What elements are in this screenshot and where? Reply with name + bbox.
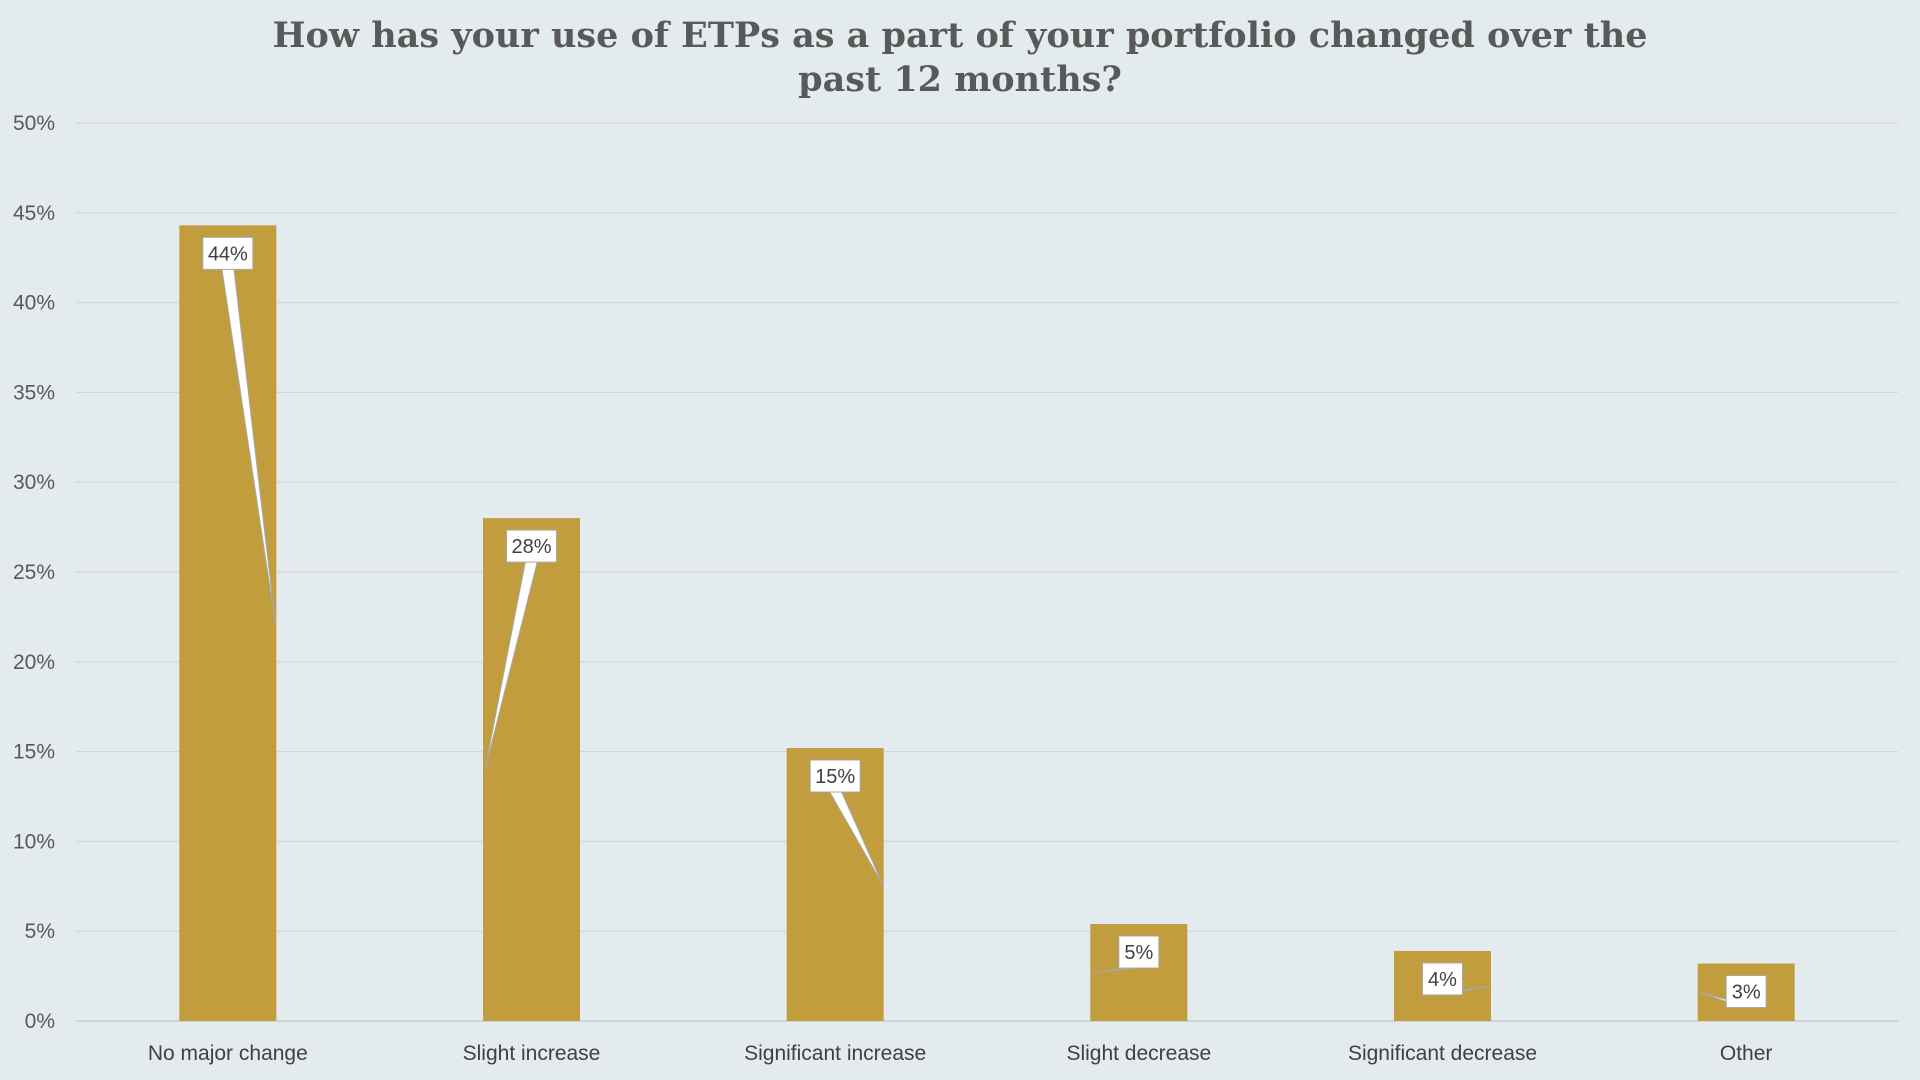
data-label-box xyxy=(809,759,861,793)
y-tick-label: 25% xyxy=(13,561,55,584)
y-tick-label: 20% xyxy=(13,651,55,674)
x-category-label: Significant decrease xyxy=(1348,1042,1537,1065)
data-label-text: 5% xyxy=(1124,942,1153,964)
data-label-text: 28% xyxy=(511,536,551,558)
data-label-box xyxy=(506,529,557,563)
y-tick-label: 45% xyxy=(13,202,55,225)
y-tick-label: 5% xyxy=(25,920,55,943)
data-label: 4% xyxy=(1422,962,1491,996)
x-category-label: Significant increase xyxy=(744,1042,926,1065)
x-category-label: Other xyxy=(1720,1042,1773,1065)
data-label-text: 44% xyxy=(208,243,248,265)
data-label: 3% xyxy=(1699,975,1767,1009)
data-label-box xyxy=(1725,975,1767,1009)
data-labels: 44% 28% 15% 5% 4% 3% xyxy=(202,236,1767,1009)
data-label-text: 3% xyxy=(1732,982,1761,1004)
y-tick-label: 30% xyxy=(13,471,55,494)
data-label: 5% xyxy=(1092,935,1160,974)
data-label: 15% xyxy=(809,759,884,885)
data-label-box xyxy=(1118,935,1160,969)
y-tick-label: 15% xyxy=(13,741,55,764)
data-label: 28% xyxy=(484,529,557,770)
bars xyxy=(179,225,1795,1021)
y-tick-label: 40% xyxy=(13,292,55,315)
data-label-box xyxy=(202,236,254,270)
data-label-box xyxy=(1422,962,1463,996)
x-category-label: Slight increase xyxy=(463,1042,601,1065)
bar xyxy=(179,225,277,1021)
bar xyxy=(483,518,580,1021)
x-category-label: Slight decrease xyxy=(1066,1042,1211,1065)
data-label-text: 4% xyxy=(1428,969,1457,991)
y-tick-label: 35% xyxy=(13,381,55,404)
chart-title: How has your use of ETPs as a part of yo… xyxy=(272,15,1648,100)
y-tick-label: 10% xyxy=(13,830,55,853)
y-axis-tick-labels: 0% 5% 10% 15% 20% 25% 30% 35% 40% 45% 50% xyxy=(13,112,55,1033)
data-label: 44% xyxy=(202,236,276,624)
data-label-text: 15% xyxy=(815,766,855,788)
y-tick-label: 50% xyxy=(13,112,55,135)
x-axis-category-labels: No major change Slight increase Significan… xyxy=(148,1042,1773,1065)
y-tick-label: 0% xyxy=(25,1010,55,1033)
x-category-label: No major change xyxy=(148,1042,308,1065)
gridlines xyxy=(76,122,1898,1022)
